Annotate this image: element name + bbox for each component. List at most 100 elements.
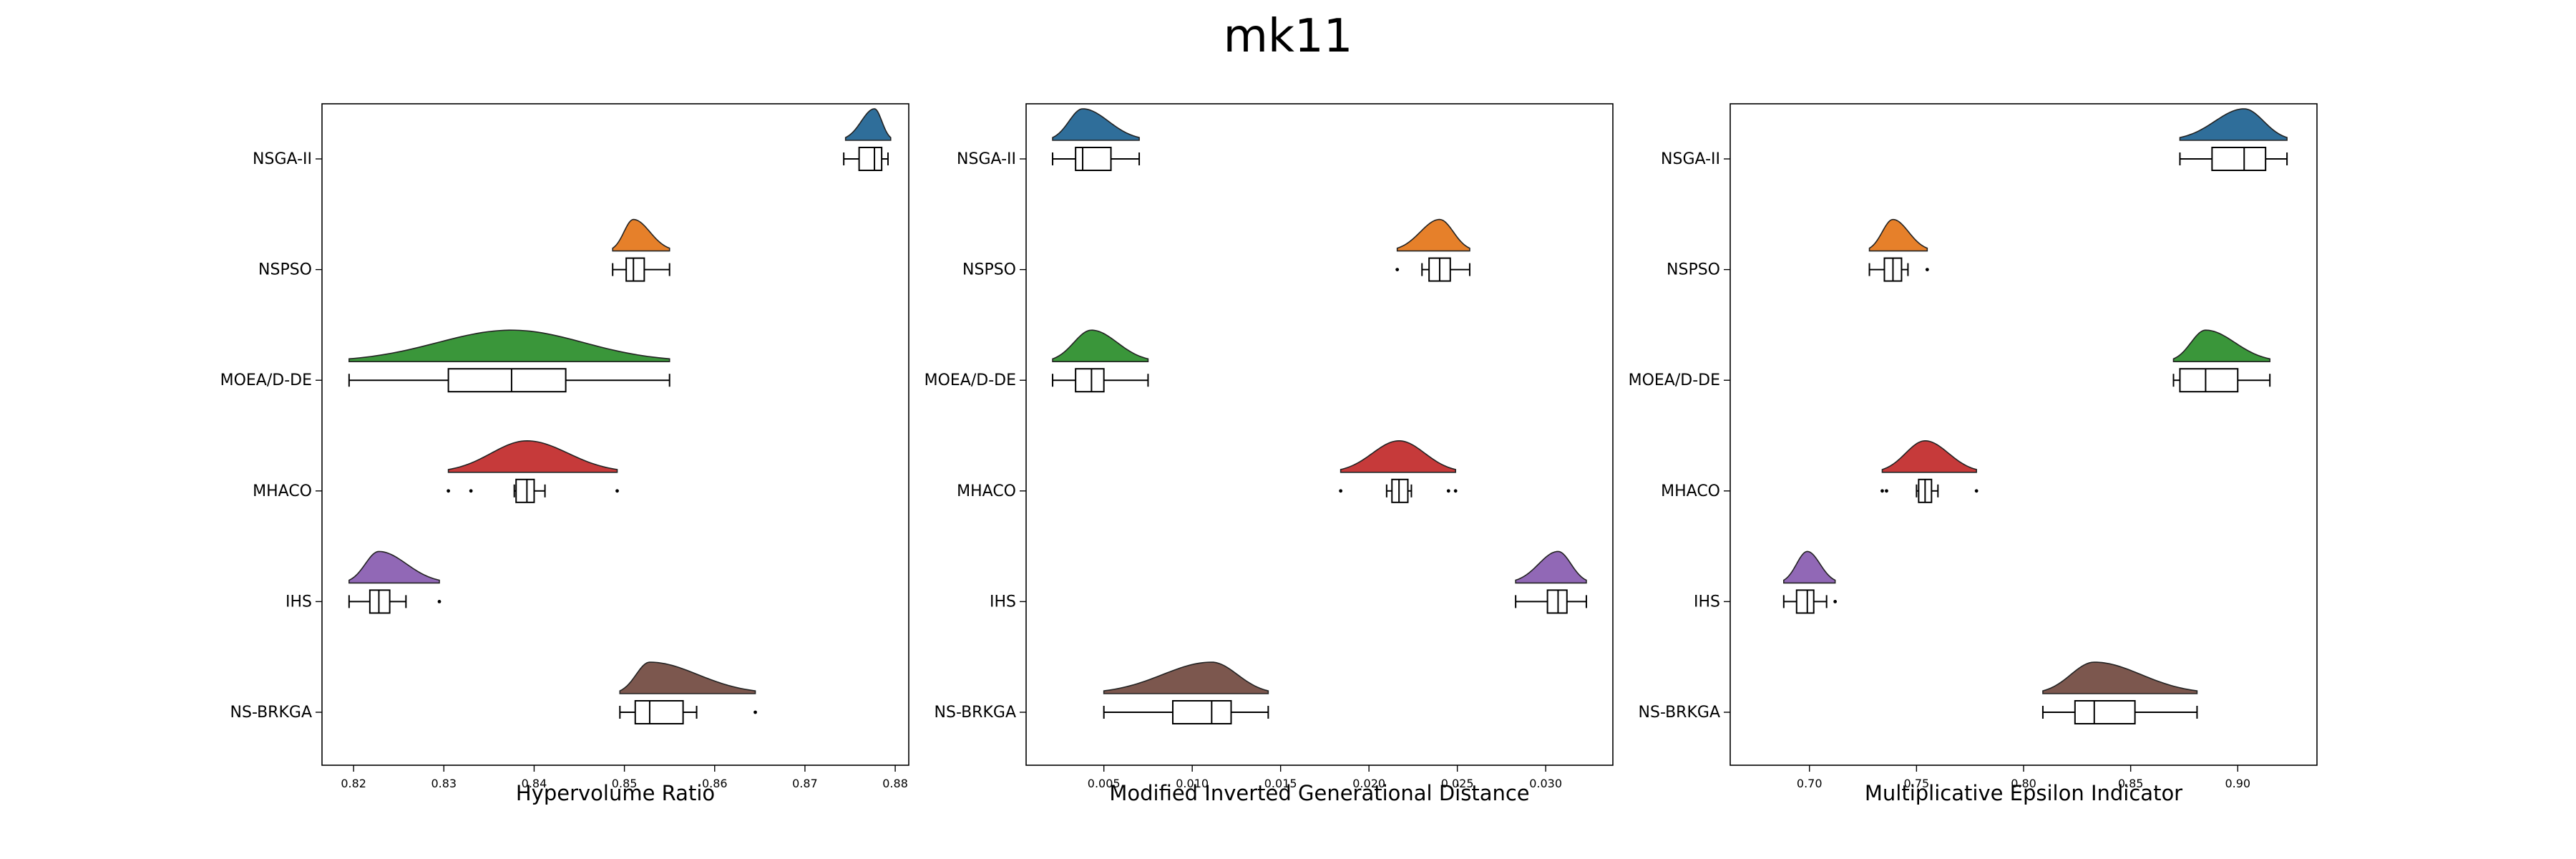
modified-inverted-generational-distance-ytick-label-nsga-ii: NSGA-II: [957, 150, 1016, 168]
multiplicative-epsilon-indicator-violin-ns-brkga: [2042, 661, 2198, 694]
hypervolume-ratio-xtick-label: 0.82: [341, 777, 366, 790]
hypervolume-ratio-violin-ns-brkga: [619, 661, 756, 694]
hypervolume-ratio-xtick-label: 0.85: [612, 777, 638, 790]
modified-inverted-generational-distance-xtick-label: 0.010: [1176, 777, 1209, 790]
panel-multiplicative-epsilon-frame: [1729, 103, 2318, 766]
panel-modified-igd-marks: [1052, 108, 1587, 724]
hypervolume-ratio-ytick-label-mhaco: MHACO: [253, 482, 312, 500]
hypervolume-ratio-ytick-label-nsga-ii: NSGA-II: [253, 150, 312, 168]
multiplicative-epsilon-indicator-violin-ihs: [1783, 550, 1836, 584]
multiplicative-epsilon-indicator-violin-nspso: [1868, 218, 1928, 252]
multiplicative-epsilon-indicator-violin-moea-d-de: [2172, 329, 2270, 362]
hypervolume-ratio-violin-nsga-ii: [844, 108, 892, 141]
multiplicative-epsilon-indicator-violin-mhaco: [1881, 440, 1977, 473]
hypervolume-ratio-xtick-label: 0.84: [522, 777, 547, 790]
modified-inverted-generational-distance-box-ihs: [1546, 589, 1568, 614]
modified-inverted-generational-distance-xtick-label: 0.005: [1088, 777, 1121, 790]
hypervolume-ratio-outlier-mhaco: [615, 489, 619, 493]
modified-inverted-generational-distance-violin-moea-d-de: [1052, 329, 1149, 362]
hypervolume-ratio-xtick-label: 0.83: [431, 777, 457, 790]
hypervolume-ratio-xtick-label: 0.86: [702, 777, 728, 790]
multiplicative-epsilon-indicator-box-ihs: [1795, 589, 1815, 614]
panel-hypervolume-ratio-xlabel: Hypervolume Ratio: [516, 781, 715, 805]
multiplicative-epsilon-indicator-box-nsga-ii: [2211, 147, 2267, 171]
modified-inverted-generational-distance-xtick-label: 0.025: [1441, 777, 1474, 790]
multiplicative-epsilon-indicator-xtick-label: 0.85: [2118, 777, 2144, 790]
hypervolume-ratio-violin-ihs: [348, 550, 440, 584]
modified-inverted-generational-distance-outlier-mhaco: [1453, 489, 1458, 493]
panel-modified-igd-frame: [1025, 103, 1614, 766]
multiplicative-epsilon-indicator-xtick-label: 0.70: [1797, 777, 1823, 790]
modified-inverted-generational-distance-xtick-label: 0.015: [1264, 777, 1297, 790]
hypervolume-ratio-box-ns-brkga: [634, 700, 684, 724]
multiplicative-epsilon-indicator-xtick-label: 0.90: [2225, 777, 2250, 790]
multiplicative-epsilon-indicator-xtick-label: 0.75: [1904, 777, 1930, 790]
multiplicative-epsilon-indicator-ytick-label-moea-d-de: MOEA/D-DE: [1629, 372, 1720, 389]
hypervolume-ratio-violin-moea-d-de: [348, 329, 670, 362]
panel-multiplicative-epsilon-xlabel: Multiplicative Epsilon Indicator: [1865, 781, 2182, 805]
modified-inverted-generational-distance-ytick-label-mhaco: MHACO: [957, 482, 1016, 500]
hypervolume-ratio-outlier-mhaco: [469, 489, 473, 493]
modified-inverted-generational-distance-xtick-label: 0.030: [1529, 777, 1562, 790]
multiplicative-epsilon-indicator-box-ns-brkga: [2074, 700, 2136, 724]
modified-inverted-generational-distance-box-moea-d-de: [1075, 368, 1105, 393]
hypervolume-ratio-ytick-label-moea-d-de: MOEA/D-DE: [220, 372, 312, 389]
modified-inverted-generational-distance-violin-ns-brkga: [1103, 661, 1269, 694]
panel-hypervolume-ratio-marks: [348, 108, 892, 724]
panel-multiplicative-epsilon-marks: [1782, 108, 2288, 724]
multiplicative-epsilon-indicator-ytick-label-ihs: IHS: [1694, 593, 1720, 611]
hypervolume-ratio-box-nspso: [625, 257, 645, 282]
hypervolume-ratio-violin-nspso: [612, 218, 670, 252]
hypervolume-ratio-xtick-label: 0.87: [792, 777, 818, 790]
multiplicative-epsilon-indicator-outlier-mhaco: [1974, 489, 1979, 493]
modified-inverted-generational-distance-box-mhaco: [1391, 478, 1409, 503]
hypervolume-ratio-box-moea-d-de: [447, 368, 567, 393]
panel-modified-igd-xlabel: Modified Inverted Generational Distance: [1109, 781, 1529, 805]
modified-inverted-generational-distance-ytick-label-moea-d-de: MOEA/D-DE: [924, 372, 1016, 389]
multiplicative-epsilon-indicator-outlier-mhaco: [1880, 489, 1884, 493]
modified-inverted-generational-distance-violin-nsga-ii: [1052, 108, 1140, 141]
modified-inverted-generational-distance-ytick-label-ihs: IHS: [990, 593, 1016, 611]
modified-inverted-generational-distance-violin-nspso: [1396, 218, 1470, 252]
panel-hypervolume-ratio-frame: [321, 103, 909, 766]
panel-multiplicative-epsilon-ticks: 0.70 0.75 0.80 0.85 0.90 NSGA-II NSPSO MOEA/D-D…: [1629, 150, 2250, 790]
hypervolume-ratio-outlier-ns-brkga: [753, 710, 757, 714]
hypervolume-ratio-violin-mhaco: [447, 440, 618, 473]
modified-inverted-generational-distance-box-ns-brkga: [1172, 700, 1232, 724]
multiplicative-epsilon-indicator-outlier-ihs: [1833, 600, 1838, 603]
panel-modified-igd-ticks: 0.005 0.010 0.015 0.020 0.025 0.030 NSGA-II NSP…: [924, 150, 1562, 790]
multiplicative-epsilon-indicator-ytick-label-nspso: NSPSO: [1667, 261, 1720, 279]
modified-inverted-generational-distance-violin-ihs: [1515, 550, 1587, 584]
modified-inverted-generational-distance-ytick-label-ns-brkga: NS-BRKGA: [935, 704, 1016, 722]
multiplicative-epsilon-indicator-ytick-label-mhaco: MHACO: [1661, 482, 1720, 500]
hypervolume-ratio-ytick-label-ihs: IHS: [286, 593, 312, 611]
modified-inverted-generational-distance-outlier-mhaco: [1446, 489, 1450, 493]
hypervolume-ratio-xtick-label: 0.88: [882, 777, 908, 790]
hypervolume-ratio-box-ihs: [369, 589, 391, 614]
hypervolume-ratio-outlier-mhaco: [447, 489, 451, 493]
figure-title: mk11: [1224, 10, 1353, 63]
multiplicative-epsilon-indicator-outlier-mhaco: [1885, 489, 1888, 493]
modified-inverted-generational-distance-violin-mhaco: [1340, 440, 1456, 473]
hypervolume-ratio-outlier-ihs: [437, 600, 441, 603]
multiplicative-epsilon-indicator-box-moea-d-de: [2179, 368, 2239, 393]
modified-inverted-generational-distance-ytick-label-nspso: NSPSO: [962, 261, 1016, 279]
panel-hypervolume-ratio: 0.82 0.83 0.84 0.85 0.86 0.87 0.88 NSGA-II NSPSO…: [220, 103, 909, 805]
hypervolume-ratio-box-nsga-ii: [858, 147, 883, 171]
multiplicative-epsilon-indicator-outlier-nspso: [1925, 268, 1929, 271]
multiplicative-epsilon-indicator-xtick-label: 0.80: [2011, 777, 2036, 790]
multiplicative-epsilon-indicator-violin-nsga-ii: [2179, 108, 2288, 141]
modified-inverted-generational-distance-outlier-nspso: [1395, 268, 1400, 271]
multiplicative-epsilon-indicator-ytick-label-ns-brkga: NS-BRKGA: [1639, 704, 1720, 722]
modified-inverted-generational-distance-xtick-label: 0.020: [1352, 777, 1385, 790]
modified-inverted-generational-distance-box-nsga-ii: [1075, 147, 1112, 171]
panel-modified-igd: 0.005 0.010 0.015 0.020 0.025 0.030 NSGA-II NSP…: [924, 103, 1614, 805]
hypervolume-ratio-box-mhaco: [515, 478, 535, 503]
hypervolume-ratio-ytick-label-ns-brkga: NS-BRKGA: [230, 704, 312, 722]
hypervolume-ratio-ytick-label-nspso: NSPSO: [258, 261, 312, 279]
multiplicative-epsilon-indicator-ytick-label-nsga-ii: NSGA-II: [1661, 150, 1720, 168]
panel-multiplicative-epsilon: 0.70 0.75 0.80 0.85 0.90 NSGA-II NSPSO MOEA/D-D…: [1629, 103, 2318, 805]
modified-inverted-generational-distance-outlier-mhaco: [1339, 489, 1343, 493]
panel-hypervolume-ratio-ticks: 0.82 0.83 0.84 0.85 0.86 0.87 0.88 NSGA-II NSPSO…: [220, 150, 908, 790]
